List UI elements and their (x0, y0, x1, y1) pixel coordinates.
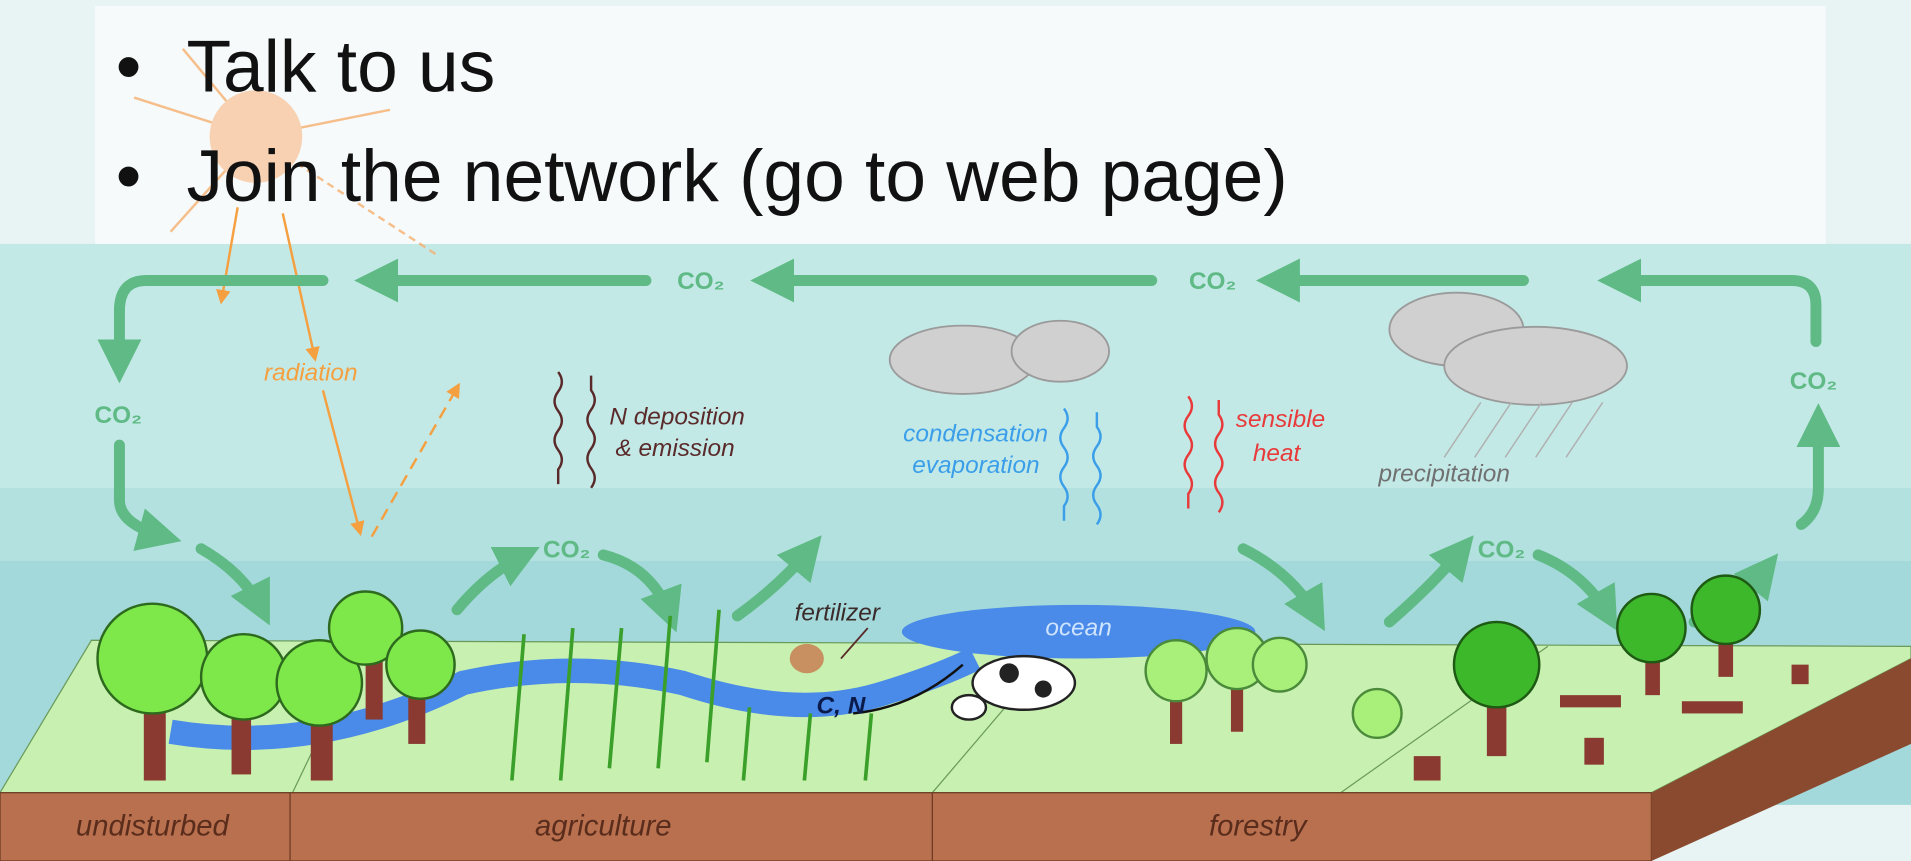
precipitation-label: precipitation (1378, 461, 1510, 488)
bullet-dot: • (116, 26, 142, 107)
slide: • Talk to us • Join the network (go to w… (0, 0, 1911, 861)
co2-label: CO₂ (543, 536, 590, 563)
bullet-text: Join the network (go to web page) (186, 136, 1287, 217)
ocean-label: ocean (1045, 614, 1111, 641)
co2-label: CO₂ (95, 402, 142, 429)
condensation-label: condensation (903, 420, 1048, 447)
sensible-heat-label: sensible (1236, 406, 1325, 433)
zone-label: undisturbed (76, 810, 231, 842)
soil-front (0, 793, 1651, 861)
page: • Talk to us • Join the network (go to w… (0, 0, 1911, 861)
sensible-heat-label: heat (1253, 440, 1302, 467)
zone-label: forestry (1209, 810, 1309, 842)
cn-label: C, N (817, 692, 867, 719)
zone-label: agriculture (535, 810, 672, 842)
sky-band (0, 488, 1911, 561)
co2-label: CO₂ (677, 268, 724, 295)
fertilizer-label: fertilizer (795, 600, 881, 627)
co2-label: CO₂ (1478, 536, 1525, 563)
co2-label: CO₂ (1790, 368, 1837, 395)
bullet-text: Talk to us (186, 26, 495, 107)
radiation-label: radiation (264, 359, 357, 386)
n-deposition-label: N deposition (609, 403, 744, 430)
co2-label: CO₂ (1189, 268, 1236, 295)
evaporation-label: evaporation (912, 452, 1039, 479)
bullet-dot: • (116, 136, 142, 217)
n-deposition-label: & emission (615, 435, 734, 462)
fertilizer-bag (790, 644, 824, 673)
